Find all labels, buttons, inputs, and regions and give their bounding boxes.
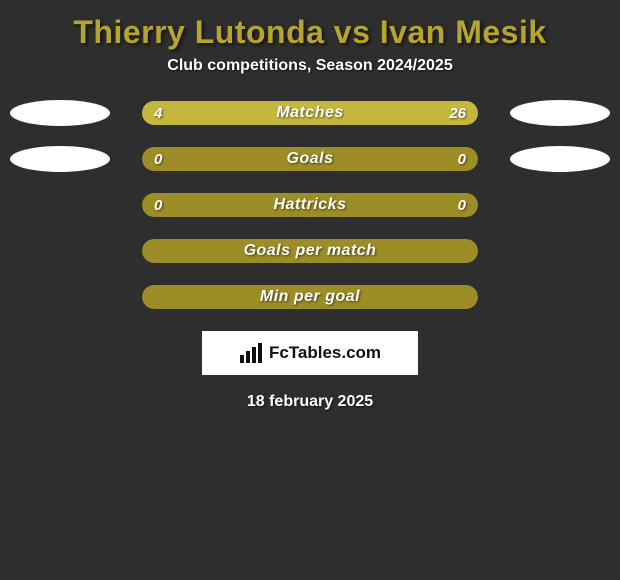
- brand-box: FcTables.com: [202, 331, 418, 375]
- page-title: Thierry Lutonda vs Ivan Mesik: [0, 14, 620, 51]
- brand-logo-icon: [239, 343, 263, 363]
- stat-bar: 00Hattricks: [142, 193, 478, 217]
- stat-label: Goals: [142, 147, 478, 171]
- player-left-ellipse: [10, 146, 110, 172]
- stat-label: Matches: [142, 101, 478, 125]
- stat-row: Min per goal: [0, 285, 620, 309]
- stat-row: 00Goals: [0, 147, 620, 171]
- stat-bar: Min per goal: [142, 285, 478, 309]
- stat-bar: Goals per match: [142, 239, 478, 263]
- stat-row: 426Matches: [0, 101, 620, 125]
- stat-rows: 426Matches 00Goals 00Hattricks Goals per ma…: [0, 101, 620, 309]
- brand-text: FcTables.com: [269, 343, 381, 363]
- stat-label: Min per goal: [142, 285, 478, 309]
- stat-bar: 426Matches: [142, 101, 478, 125]
- player-right-ellipse: [510, 100, 610, 126]
- player-left-ellipse: [10, 100, 110, 126]
- page-subtitle: Club competitions, Season 2024/2025: [0, 57, 620, 75]
- stat-bar: 00Goals: [142, 147, 478, 171]
- player-right-ellipse: [510, 146, 610, 172]
- stat-label: Goals per match: [142, 239, 478, 263]
- stat-label: Hattricks: [142, 193, 478, 217]
- stat-row: Goals per match: [0, 239, 620, 263]
- stat-row: 00Hattricks: [0, 193, 620, 217]
- footer-date: 18 february 2025: [0, 393, 620, 411]
- comparison-infographic: Thierry Lutonda vs Ivan Mesik Club compe…: [0, 0, 620, 580]
